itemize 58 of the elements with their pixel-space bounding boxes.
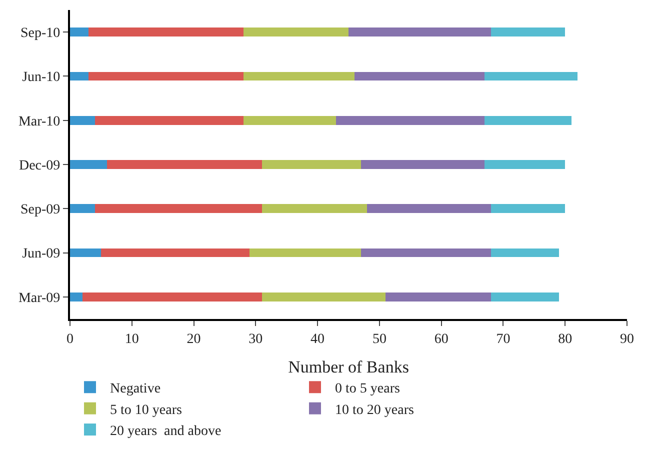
bar (249, 248, 361, 258)
bar (70, 160, 108, 169)
x-tick-label: 40 (310, 332, 325, 347)
x-tick-label: 10 (124, 332, 139, 347)
bar (70, 248, 101, 258)
bar (386, 292, 491, 302)
bar (88, 28, 244, 36)
legend-label: 5 to 10 years (110, 402, 182, 418)
bar (100, 248, 250, 258)
bar (262, 292, 386, 302)
y-tick-label: Mar-10 (18, 114, 60, 130)
bar (367, 204, 491, 214)
bar (70, 204, 95, 214)
bar (262, 160, 361, 169)
legend-label: 20 years and above (110, 424, 222, 439)
bar (490, 204, 566, 214)
bar (82, 292, 262, 302)
bar (490, 248, 559, 258)
x-tick-label: 90 (620, 332, 634, 347)
x-tick-label: 70 (496, 332, 510, 347)
bar (336, 116, 485, 125)
bar (354, 72, 485, 81)
bar (262, 204, 368, 214)
legend-label: 0 to 5 years (335, 382, 400, 397)
bar (70, 116, 95, 125)
bar (70, 28, 89, 36)
bar (243, 72, 355, 81)
x-tick-label: 50 (372, 332, 386, 347)
legend-label: 10 to 20 years (335, 402, 414, 418)
bar (94, 116, 244, 125)
y-tick-label: Jun-09 (22, 246, 60, 262)
bar (360, 160, 485, 169)
bar (490, 292, 559, 302)
bar (484, 116, 572, 125)
bar (243, 28, 348, 36)
bar (107, 160, 262, 169)
y-tick-label: Sep-09 (20, 202, 60, 218)
x-tick-label: 20 (186, 332, 201, 347)
y-tick-label: Dec-09 (18, 158, 60, 174)
y-tick-label: Sep-10 (20, 26, 60, 41)
legend-label: Negative (110, 382, 161, 397)
x-tick-label: 60 (434, 332, 448, 347)
bar (360, 248, 491, 258)
bar (243, 116, 336, 125)
bar (94, 204, 262, 214)
bar (484, 72, 578, 81)
y-tick-label: Jun-10 (22, 70, 60, 86)
y-tick-label: Mar-09 (18, 290, 60, 306)
bar (70, 72, 89, 81)
bar (484, 160, 566, 169)
bar (348, 28, 491, 36)
bar (88, 72, 244, 81)
bar (490, 28, 566, 36)
x-tick-label: 30 (248, 332, 263, 347)
x-tick-label: 0 (66, 332, 74, 347)
x-axis-title: Number of Banks (288, 358, 409, 377)
x-tick-label: 80 (558, 332, 572, 347)
bar (70, 292, 82, 302)
